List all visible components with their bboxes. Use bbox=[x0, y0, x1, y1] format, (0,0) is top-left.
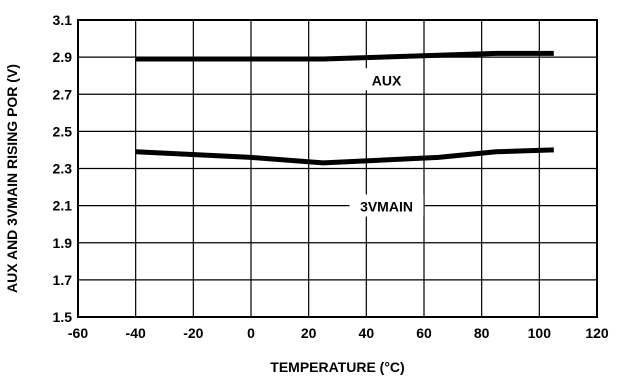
x-tick-label: 20 bbox=[301, 325, 317, 341]
x-tick-label: -60 bbox=[68, 325, 88, 341]
x-tick-label: -20 bbox=[183, 325, 203, 341]
data-series bbox=[135, 50, 554, 166]
x-tick-label: 60 bbox=[416, 325, 432, 341]
y-tick-label: 3.1 bbox=[53, 12, 73, 28]
y-tick-label: 2.9 bbox=[53, 49, 73, 65]
y-tick-label: 2.7 bbox=[53, 86, 73, 102]
x-tick-label: 0 bbox=[247, 325, 255, 341]
y-axis-title: AUX AND 3VMAIN RISING POR (V) bbox=[4, 64, 20, 293]
annotation-background bbox=[364, 68, 409, 91]
series-line-aux bbox=[135, 50, 554, 62]
series-line-3vmain bbox=[135, 147, 554, 166]
x-axis-title: TEMPERATURE (°C) bbox=[270, 359, 404, 375]
y-tick-label: 1.9 bbox=[53, 235, 73, 251]
y-tick-label: 2.1 bbox=[53, 198, 73, 214]
x-tick-label: 100 bbox=[528, 325, 552, 341]
y-tick-label: 2.5 bbox=[53, 123, 73, 139]
x-tick-label: -40 bbox=[126, 325, 146, 341]
x-tick-label: 80 bbox=[474, 325, 490, 341]
x-tick-label: 40 bbox=[359, 325, 375, 341]
y-tick-label: 1.7 bbox=[53, 272, 73, 288]
annotations: AUX 3VMAIN bbox=[349, 68, 424, 217]
annotation-background bbox=[349, 194, 424, 217]
gridlines bbox=[77, 19, 598, 318]
series-annotation: 3VMAIN bbox=[360, 198, 413, 214]
y-tick-label: 1.5 bbox=[53, 309, 73, 325]
y-tick-label: 2.3 bbox=[53, 161, 73, 177]
tick-labels: -60 -40 -20 0 20 40 60 80 100 120 1.5 1.7 1.9 2.1 2.3 2… bbox=[53, 12, 609, 341]
x-tick-label: 120 bbox=[585, 325, 609, 341]
series-annotation: AUX bbox=[372, 72, 402, 88]
plot-frame bbox=[77, 19, 598, 318]
